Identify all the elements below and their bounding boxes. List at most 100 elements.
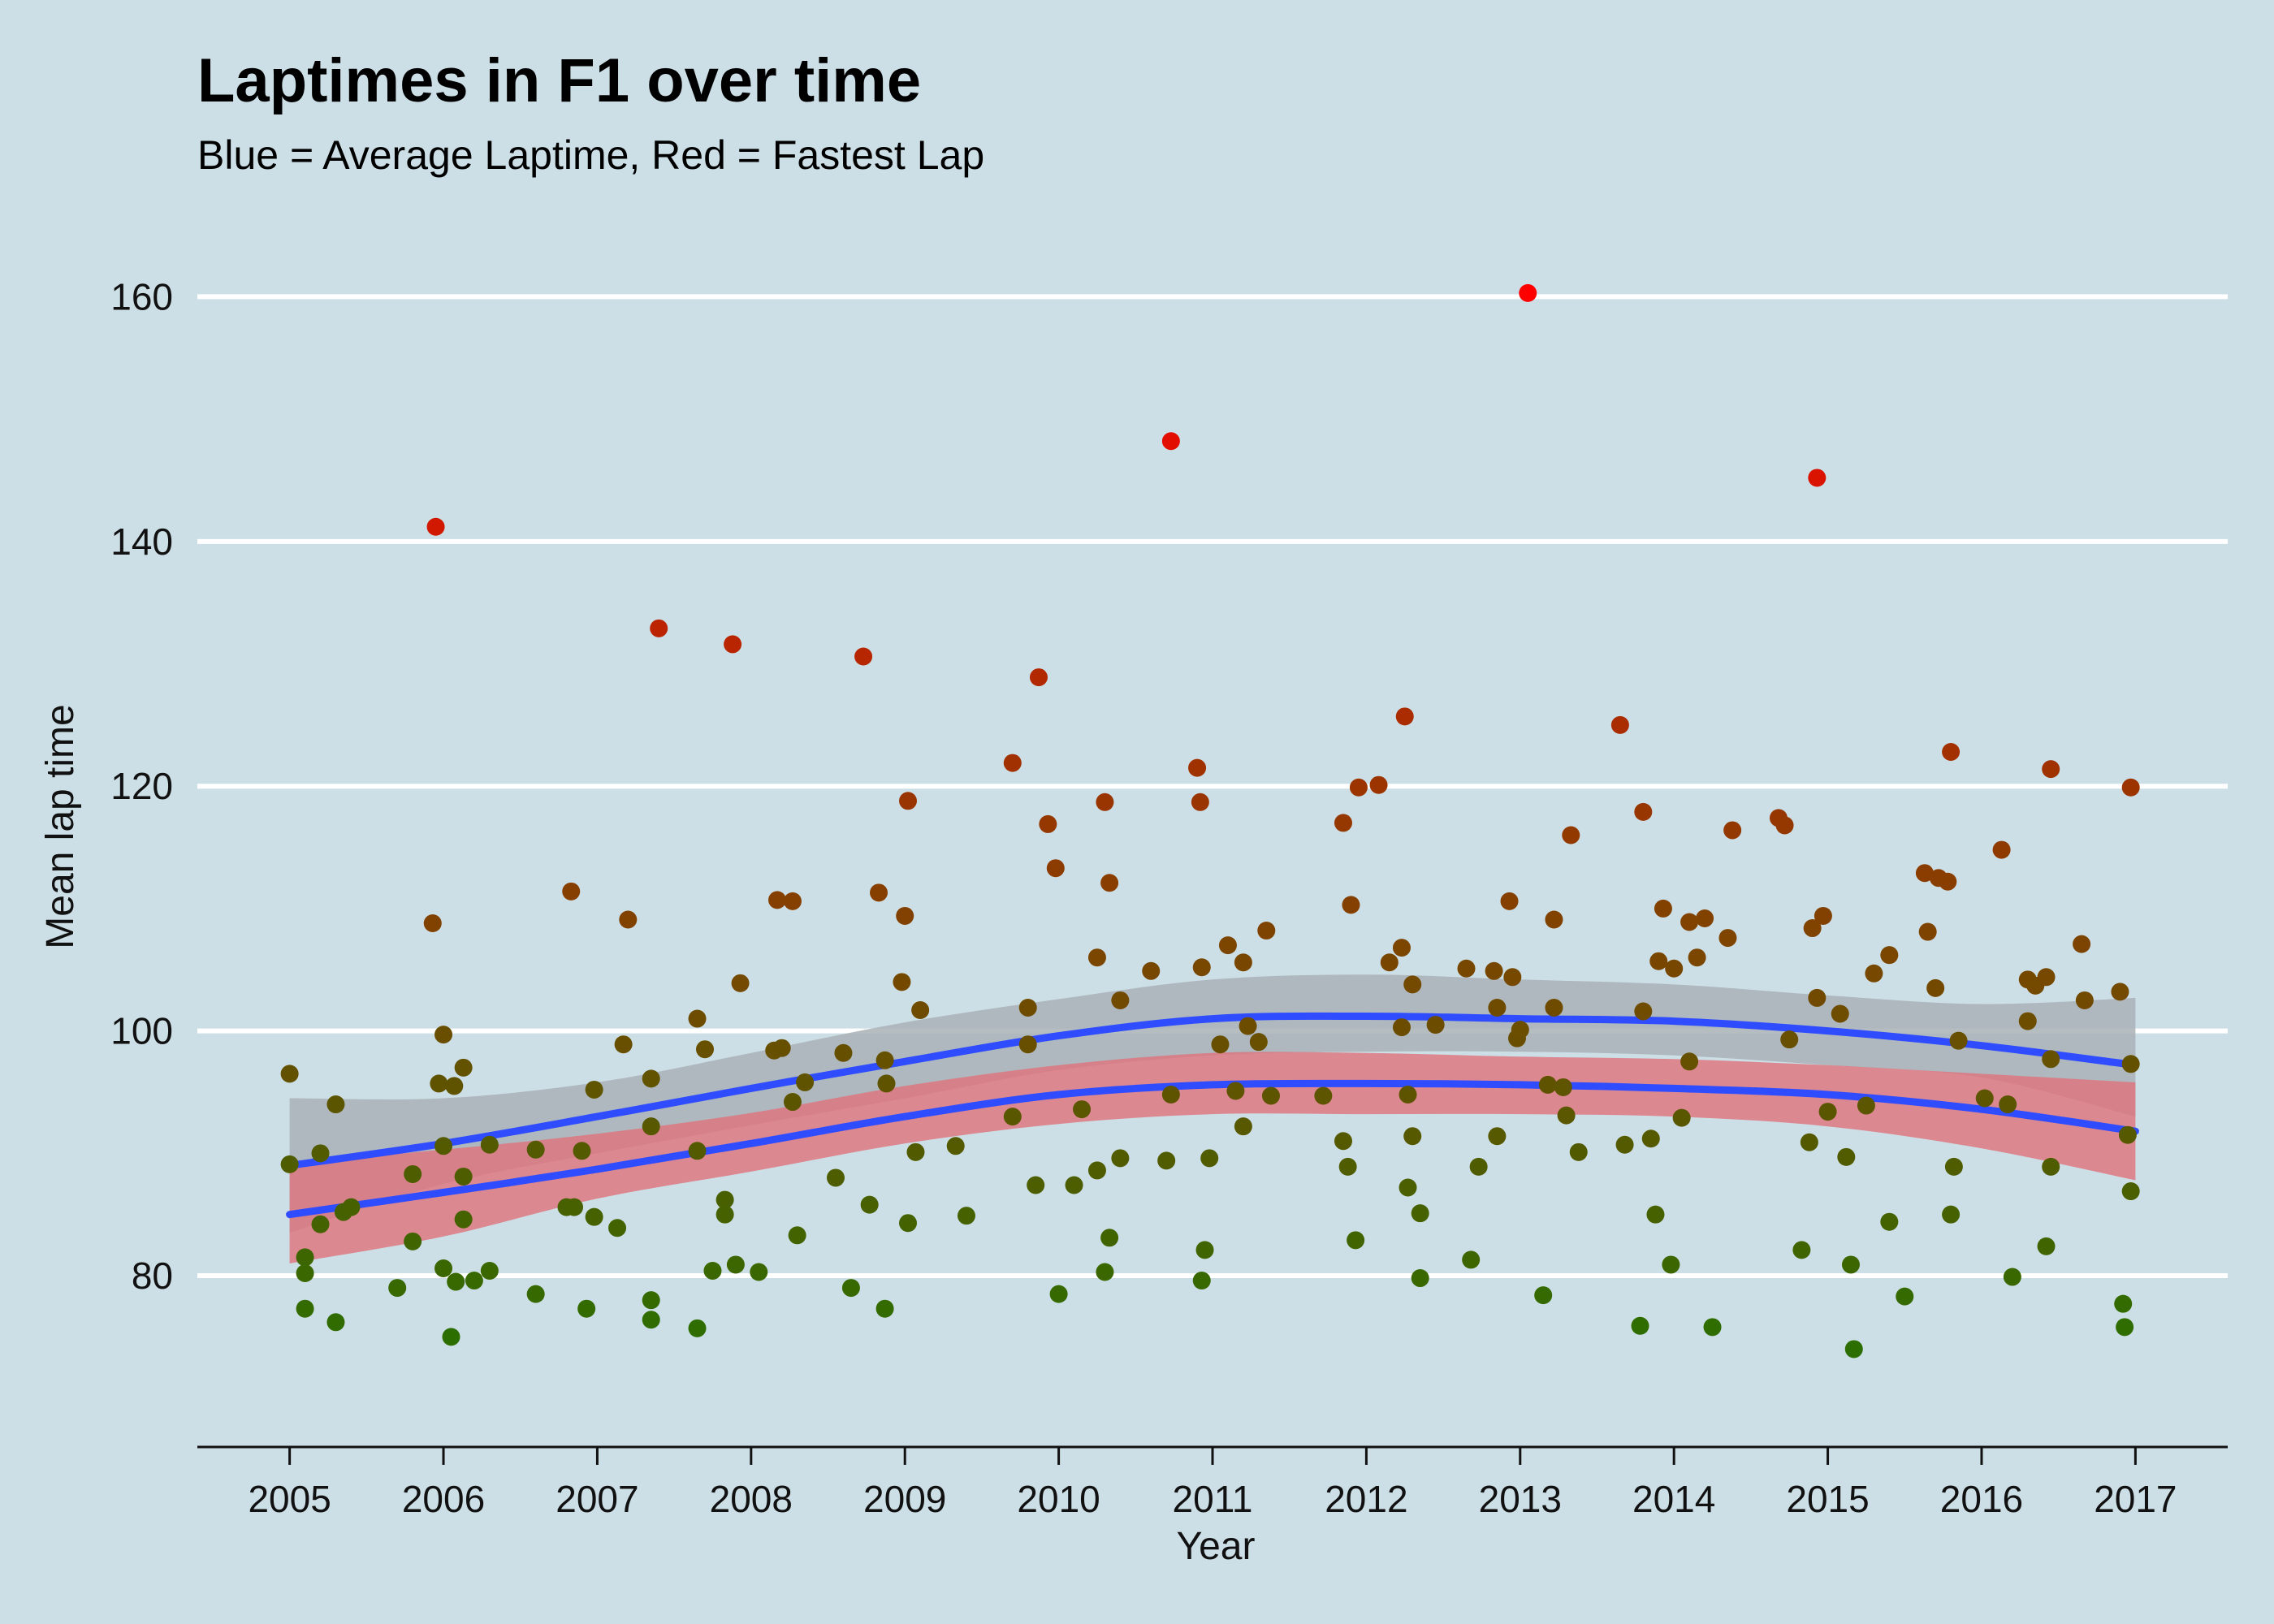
data-point-177 — [1775, 816, 1794, 835]
data-point-105 — [1191, 793, 1209, 811]
data-point-173 — [1703, 1318, 1722, 1337]
data-point-127 — [1380, 953, 1399, 972]
x-tick-label-2011: 2011 — [1173, 1478, 1253, 1520]
data-point-110 — [1211, 1035, 1230, 1054]
data-point-159 — [1631, 1316, 1649, 1335]
data-point-134 — [1403, 975, 1422, 994]
data-point-61 — [783, 1093, 802, 1112]
data-point-88 — [1046, 859, 1065, 878]
data-point-120 — [1334, 814, 1352, 832]
y-tick-label-140: 140 — [110, 520, 173, 563]
data-point-185 — [1818, 1103, 1837, 1121]
data-point-22 — [447, 1272, 465, 1291]
data-point-188 — [1841, 1255, 1860, 1274]
data-point-151 — [1545, 910, 1563, 929]
data-point-35 — [577, 1299, 596, 1318]
data-point-149 — [1534, 1286, 1553, 1305]
data-point-90 — [1065, 1176, 1083, 1194]
data-point-36 — [585, 1080, 603, 1099]
data-point-25 — [454, 1210, 473, 1229]
data-point-136 — [1411, 1269, 1429, 1288]
data-point-72 — [877, 1074, 896, 1093]
data-point-122 — [1338, 1157, 1357, 1176]
data-point-76 — [899, 1214, 917, 1233]
data-point-118 — [1261, 1086, 1280, 1105]
data-point-82 — [1003, 1108, 1022, 1126]
data-point-128 — [1392, 939, 1411, 957]
data-point-108 — [1195, 1241, 1214, 1259]
band-fastest — [289, 1052, 2136, 1263]
chart-subtitle: Blue = Average Laptime, Red = Fastest La… — [197, 132, 984, 178]
x-axis-label: Year — [1177, 1525, 1256, 1568]
data-point-162 — [1641, 1129, 1660, 1148]
data-point-21 — [445, 1077, 464, 1095]
data-point-67 — [854, 647, 873, 666]
data-point-193 — [1880, 1212, 1899, 1231]
data-point-175 — [1723, 821, 1742, 840]
data-point-163 — [1646, 1205, 1665, 1224]
data-point-89 — [1049, 1285, 1068, 1303]
data-point-71 — [875, 1299, 894, 1318]
smooth-line-average — [286, 1012, 2139, 1169]
data-point-181 — [1803, 919, 1822, 938]
smooth-line-fastest — [286, 1079, 2139, 1219]
data-points — [280, 283, 2140, 1358]
data-point-60 — [783, 892, 802, 910]
data-point-5 — [311, 1215, 330, 1233]
data-point-0 — [280, 1065, 299, 1083]
data-point-161 — [1634, 802, 1653, 821]
data-point-184 — [1814, 906, 1832, 925]
data-point-219 — [2114, 1294, 2133, 1313]
data-point-85 — [1027, 1176, 1045, 1194]
data-point-213 — [2042, 760, 2060, 779]
data-point-141 — [1485, 961, 1503, 980]
data-point-187 — [1837, 1147, 1856, 1166]
data-point-111 — [1218, 936, 1237, 955]
data-point-53 — [724, 635, 742, 654]
data-point-63 — [796, 1073, 815, 1091]
y-tick-label-100: 100 — [110, 1010, 173, 1052]
data-point-75 — [899, 792, 917, 810]
data-point-140 — [1469, 1157, 1488, 1176]
data-point-145 — [1503, 968, 1522, 987]
data-point-68 — [860, 1195, 879, 1214]
data-point-112 — [1226, 1082, 1245, 1100]
y-tick-label-160: 160 — [110, 275, 173, 317]
data-point-194 — [1896, 1287, 1914, 1306]
data-point-160 — [1634, 1002, 1653, 1021]
data-point-84 — [1018, 998, 1037, 1017]
data-point-212 — [2037, 1237, 2056, 1255]
x-tick-label-2013: 2013 — [1479, 1478, 1562, 1520]
data-point-126 — [1369, 775, 1388, 794]
data-point-18 — [434, 1026, 453, 1044]
data-point-45 — [650, 619, 668, 637]
data-point-16 — [430, 1074, 448, 1093]
data-point-50 — [703, 1261, 722, 1280]
data-point-220 — [2116, 1318, 2134, 1337]
data-point-13 — [404, 1232, 422, 1250]
data-point-99 — [1111, 1149, 1130, 1168]
data-point-165 — [1654, 899, 1672, 918]
data-point-69 — [870, 883, 888, 902]
data-point-139 — [1462, 1250, 1481, 1269]
data-point-156 — [1569, 1142, 1588, 1161]
data-point-180 — [1800, 1133, 1818, 1151]
data-point-27 — [480, 1135, 499, 1154]
data-point-221 — [2118, 1125, 2137, 1144]
data-point-170 — [1680, 1052, 1699, 1071]
data-point-51 — [715, 1190, 734, 1209]
y-tick-label-80: 80 — [132, 1255, 173, 1297]
data-point-43 — [642, 1291, 660, 1310]
data-point-64 — [826, 1168, 845, 1187]
data-point-123 — [1342, 896, 1360, 914]
data-point-70 — [875, 1051, 894, 1069]
data-point-96 — [1100, 874, 1119, 892]
x-tick-label-2014: 2014 — [1632, 1478, 1715, 1520]
data-point-192 — [1880, 946, 1899, 965]
data-point-92 — [1087, 1161, 1106, 1180]
data-point-133 — [1403, 1127, 1422, 1146]
data-point-47 — [688, 1142, 707, 1160]
data-point-202 — [1944, 1157, 1963, 1176]
data-point-179 — [1792, 1241, 1811, 1259]
